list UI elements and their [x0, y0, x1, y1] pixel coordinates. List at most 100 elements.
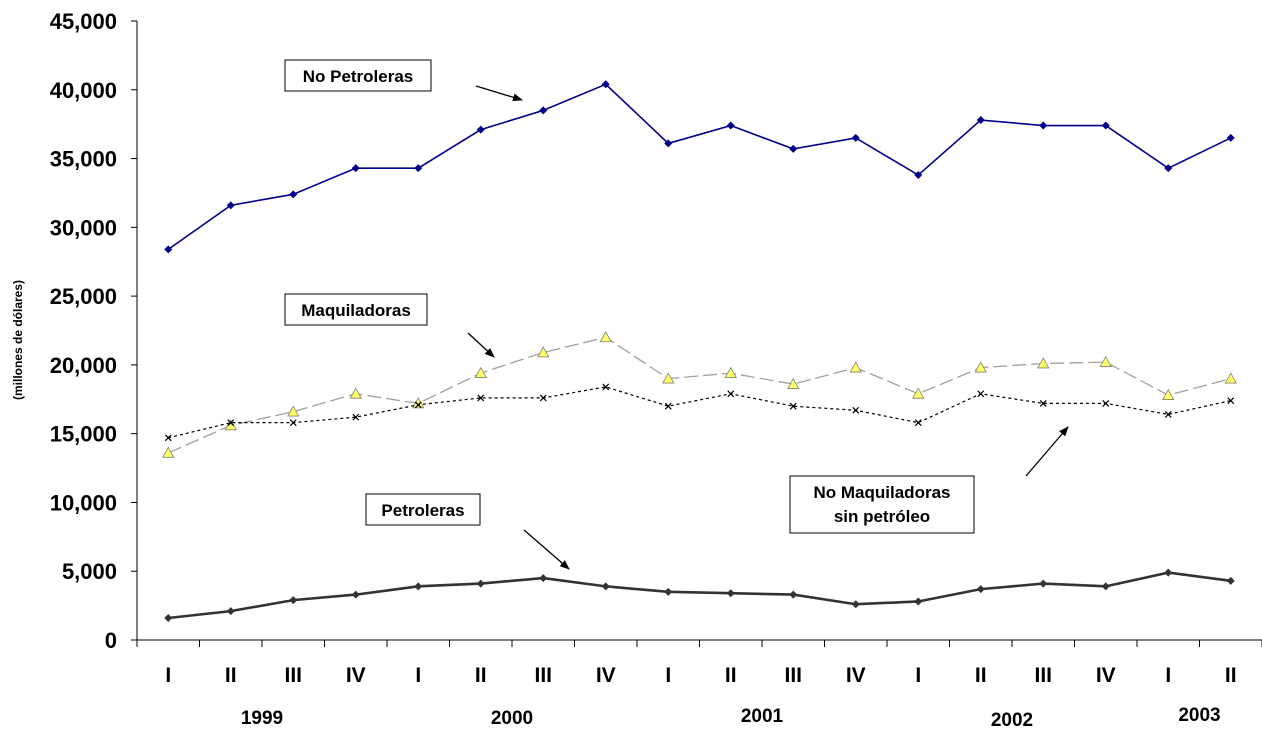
- data-point: [1224, 372, 1237, 384]
- x-tick-label: III: [534, 664, 552, 687]
- year-labels: 1999 2000 2001 2002 2003: [241, 705, 1221, 731]
- data-point: [1101, 582, 1110, 591]
- data-point: [726, 589, 735, 598]
- data-point: [164, 245, 173, 254]
- x-tick-label: III: [1034, 664, 1052, 687]
- data-point: [226, 201, 235, 210]
- data-point: [1164, 410, 1172, 418]
- arrow-maquiladoras: [467, 332, 495, 358]
- annotation-text: No Petroleras: [303, 67, 414, 86]
- data-point: [727, 390, 735, 398]
- data-point: [1039, 579, 1048, 588]
- data-point: [1037, 357, 1050, 369]
- series-group: [162, 80, 1237, 622]
- data-point: [227, 419, 235, 427]
- x-tick-label: III: [284, 664, 302, 687]
- data-point: [789, 590, 798, 599]
- data-point: [287, 405, 300, 417]
- data-point: [789, 402, 797, 410]
- y-axis-label: (millones de dólares): [11, 280, 25, 400]
- annotation-petroleras: Petroleras: [365, 493, 481, 526]
- data-point: [977, 390, 985, 398]
- data-point: [1102, 399, 1110, 407]
- data-point: [849, 361, 862, 373]
- y-tick-label: 0: [105, 628, 117, 653]
- x-tick-label: I: [415, 664, 421, 687]
- data-point: [601, 80, 610, 89]
- x-tick-label: II: [475, 664, 487, 687]
- data-point: [476, 125, 485, 134]
- x-tick-label: I: [1165, 664, 1171, 687]
- data-point: [351, 590, 360, 599]
- arrow-no-petroleras: [475, 85, 523, 102]
- x-tick-labels: I II III IV I II III IV I II III IV I II III IV I II: [165, 664, 1236, 687]
- data-point: [414, 164, 423, 173]
- data-point: [537, 346, 550, 358]
- year-label: 2002: [991, 710, 1033, 731]
- x-tick-label: II: [1225, 664, 1237, 687]
- data-point: [912, 387, 925, 399]
- data-point: [662, 372, 675, 384]
- data-point: [724, 366, 737, 378]
- data-point: [1226, 133, 1235, 142]
- data-point: [1164, 164, 1173, 173]
- year-label: 2001: [741, 706, 784, 727]
- data-point: [289, 419, 297, 427]
- year-label: 1999: [241, 708, 283, 729]
- data-point: [289, 190, 298, 199]
- annotation-box: [365, 493, 481, 526]
- arrow-no-maquiladoras: [1025, 426, 1069, 477]
- series: [164, 80, 1235, 254]
- annotation-text-line2: sin petróleo: [834, 507, 930, 526]
- data-point: [224, 419, 237, 431]
- y-tick-label: 40,000: [50, 78, 117, 103]
- y-tick-label: 45,000: [50, 9, 117, 34]
- y-tick-label: 20,000: [50, 353, 117, 378]
- data-point: [414, 401, 422, 409]
- data-point: [352, 413, 360, 421]
- data-point: [664, 402, 672, 410]
- data-point: [226, 607, 235, 616]
- data-point: [164, 434, 172, 442]
- data-point: [539, 574, 548, 583]
- annotation-maquiladoras: Maquiladoras: [284, 293, 428, 326]
- data-point: [664, 587, 673, 596]
- y-tick-label: 35,000: [50, 147, 117, 172]
- data-point: [477, 394, 485, 402]
- annotation-box: [789, 475, 975, 534]
- x-tick-label: IV: [846, 664, 866, 687]
- y-tick-label: 5,000: [62, 559, 117, 584]
- axes: [131, 20, 1262, 647]
- annotation-text: Maquiladoras: [301, 301, 411, 320]
- data-point: [476, 579, 485, 588]
- data-point: [789, 144, 798, 153]
- data-point: [974, 361, 987, 373]
- data-point: [1162, 388, 1175, 400]
- annotation-no-maquiladoras: No Maquiladoras sin petróleo: [789, 475, 975, 534]
- annotation-text-line1: No Maquiladoras: [814, 483, 951, 502]
- x-tick-label: IV: [1096, 664, 1116, 687]
- data-point: [349, 387, 362, 399]
- data-point: [599, 331, 612, 343]
- x-tick-label: I: [165, 664, 171, 687]
- series-line: [168, 571, 1231, 620]
- y-tick-label: 30,000: [50, 215, 117, 240]
- x-tick-label: I: [665, 664, 671, 687]
- series-line: [167, 83, 1232, 250]
- data-point: [1039, 399, 1047, 407]
- x-tick-label: I: [915, 664, 921, 687]
- x-tick-label: III: [784, 664, 802, 687]
- x-tick-label: IV: [596, 664, 616, 687]
- data-point: [1164, 568, 1173, 577]
- data-point: [664, 139, 673, 148]
- year-label: 2003: [1178, 705, 1220, 726]
- data-point: [1226, 576, 1235, 585]
- annotation-box: [284, 59, 432, 92]
- annotation-no-petroleras: No Petroleras: [284, 59, 432, 92]
- x-tick-label: II: [725, 664, 737, 687]
- data-point: [1101, 121, 1110, 130]
- series: [164, 568, 1235, 622]
- annotation-box: [284, 293, 428, 326]
- x-tick-label: II: [225, 664, 237, 687]
